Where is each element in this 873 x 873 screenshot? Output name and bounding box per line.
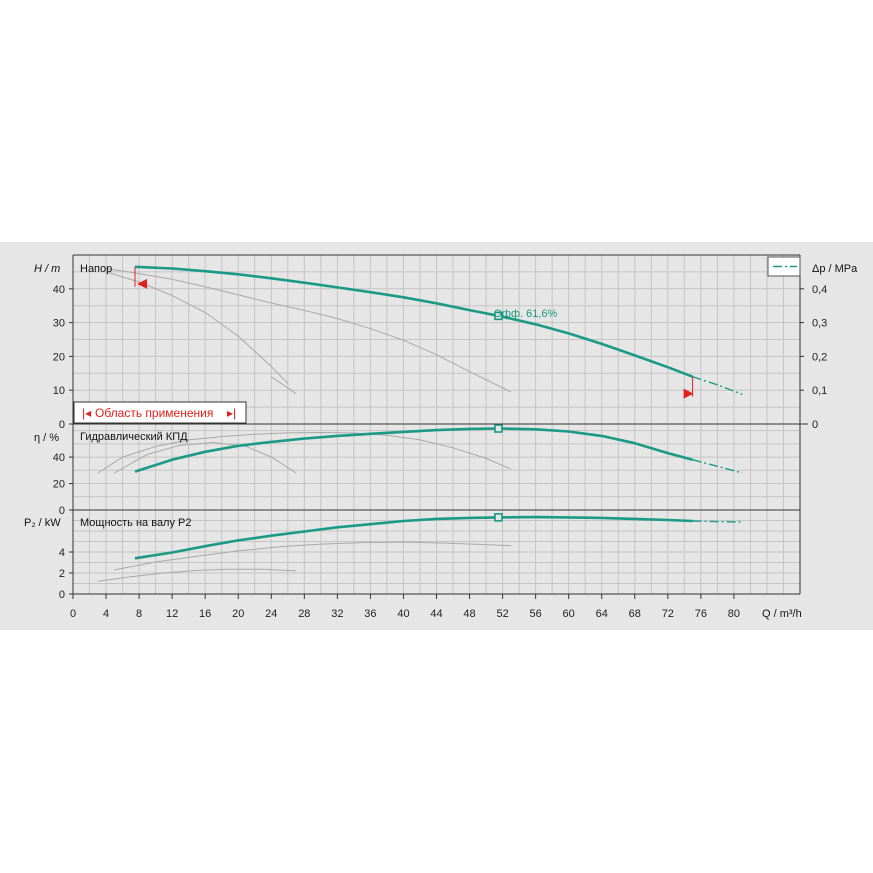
x-tick-label: 52 [496,608,508,620]
eff-duty-point-marker [494,424,503,433]
main-curves [134,265,743,560]
power-curve-extension [692,520,743,523]
x-tick-label: 60 [563,608,575,620]
head-curve [134,265,694,378]
x-tick-label: 32 [331,608,343,620]
legend-box [767,256,801,277]
head-duty-point-marker [494,311,503,321]
pressure-tick-label: 0,1 [812,385,827,397]
ghost-curves [97,268,512,582]
x-tick-label: 68 [629,608,641,620]
pressure-tick-label: 0,2 [812,351,827,363]
eff-curve [134,427,693,473]
head-y-tick-label: 0 [59,419,65,431]
power-reference-curve [114,541,511,571]
eff-y-tick-label: 40 [53,452,65,464]
power-axis-label: P₂ / kW [24,517,61,529]
x-tick-label: 8 [136,608,142,620]
power-y-tick-label: 2 [59,568,65,580]
x-tick-label: 48 [463,608,475,620]
range-max-arrow [683,388,694,399]
axes-frame [69,254,808,599]
eff-y-tick-label: 0 [59,505,65,517]
x-tick-label: 80 [728,608,740,620]
power-y-tick-label: 4 [59,547,65,559]
x-tick-label: 44 [430,608,442,620]
efficiency-annotation: Эфф. 61,6% [494,308,558,320]
range-markers [134,266,694,399]
range-label: Область применения [95,406,213,420]
range-right-marker: ▸| [227,406,236,420]
range-min-arrow [137,278,148,289]
x-tick-label: 4 [103,608,109,620]
power-duty-point-marker [494,513,503,522]
head-curve-extension [692,376,743,395]
power-curve [134,515,693,560]
tick-labels: 0 4 8 12 16 20 24 28 32 36 40 44 48 52 56 60 64 68 72 76 800… [53,284,828,620]
chart-svg: 0 4 8 12 16 20 24 28 32 36 40 44 48 52 56 60 64 68 72 76 800… [24,254,858,620]
head-y-tick-label: 10 [53,385,65,397]
head-axis-label: H / m [34,263,60,275]
eff-y-tick-label: 20 [53,479,65,491]
head-y-tick-label: 30 [53,318,65,330]
range-left-marker: |◂ [82,406,91,420]
x-tick-label: 72 [662,608,674,620]
x-tick-label: 36 [364,608,376,620]
x-tick-label: 20 [232,608,244,620]
pressure-tick-label: 0,4 [812,284,827,296]
pressure-tick-label: 0,3 [812,318,827,330]
head-panel-title: Напор [80,263,112,275]
head-reference-curve [271,376,297,395]
eff-reference-curve [97,431,512,474]
x-tick-label: 76 [695,608,707,620]
efficiency-axis-label: η / % [34,432,59,444]
x-tick-label: 40 [397,608,409,620]
power-y-tick-label: 0 [59,589,65,601]
power-panel-title: Мощность на валу P2 [80,517,192,529]
x-tick-label: 12 [166,608,178,620]
application-range-box: |◂ Область применения ▸| [73,401,247,424]
head-y-tick-label: 40 [53,284,65,296]
pressure-tick-label: 0 [812,419,818,431]
x-tick-label: 24 [265,608,277,620]
x-tick-label: 56 [530,608,542,620]
head-reference-curve [105,268,512,393]
eff-reference-curve [114,441,297,474]
head-reference-curve [105,271,289,384]
power-reference-curve [97,568,297,582]
x-tick-label: 0 [70,608,76,620]
efficiency-panel-title: Гидравлический КПД [80,431,188,443]
x-tick-label: 64 [596,608,608,620]
eff-curve-extension [692,459,743,474]
flow-axis-label: Q / m³/h [762,608,802,620]
pressure-axis-label: Δp / MPa [812,263,858,275]
x-tick-label: 28 [298,608,310,620]
x-tick-label: 16 [199,608,211,620]
head-y-tick-label: 20 [53,351,65,363]
pump-curve-chart: 0 4 8 12 16 20 24 28 32 36 40 44 48 52 56 60 64 68 72 76 80 0… [0,242,873,630]
